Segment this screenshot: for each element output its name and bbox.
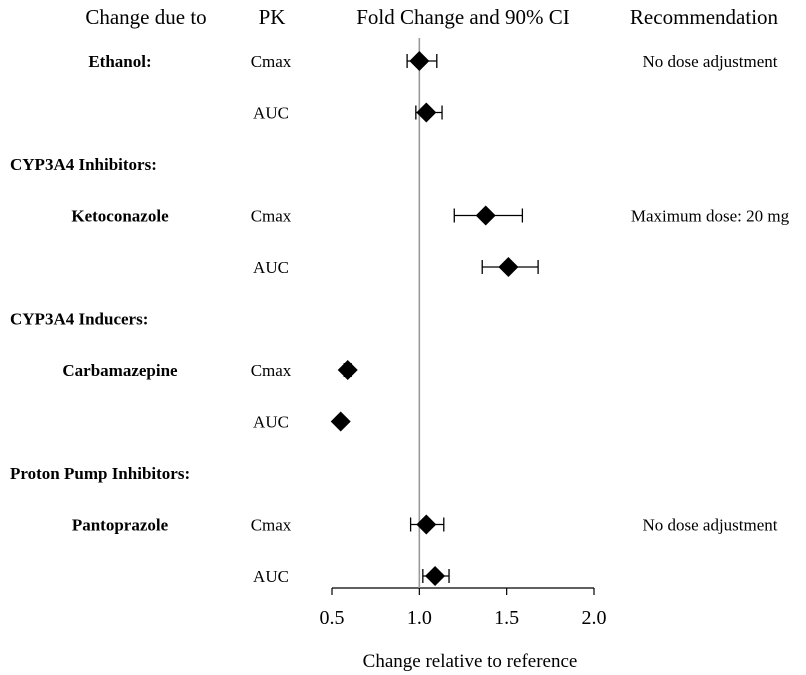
- row-labels: Ethanol: Cmax No dose adjustment AUC CYP3A4 …: [10, 52, 790, 586]
- x-tick-label: 2.0: [582, 607, 607, 629]
- point-estimate: [475, 205, 496, 226]
- x-axis-label: Change relative to reference: [363, 651, 578, 672]
- pk-label: Cmax: [251, 516, 292, 535]
- pk-label: AUC: [253, 104, 289, 123]
- recommendation-label: No dose adjustment: [642, 516, 777, 535]
- drug-label: Pantoprazole: [72, 516, 169, 535]
- x-tick-label: 0.5: [320, 607, 345, 629]
- header-fold-change: Fold Change and 90% CI: [356, 5, 569, 29]
- point-estimate: [416, 514, 437, 535]
- point-estimate: [337, 360, 358, 380]
- recommendation-label: Maximum dose: 20 mg: [631, 207, 790, 226]
- point-estimate: [330, 411, 351, 432]
- point-estimate: [425, 566, 446, 586]
- group-header: Proton Pump Inhibitors:: [10, 464, 190, 483]
- point-estimate: [416, 102, 437, 123]
- header-change-due-to: Change due to: [85, 5, 206, 29]
- pk-label: AUC: [253, 413, 289, 432]
- plot-area: 0.5 1.0 1.5 2.0: [320, 38, 607, 629]
- drug-label: Ethanol:: [88, 52, 151, 71]
- group-header: CYP3A4 Inhibitors:: [10, 155, 157, 174]
- pk-label: Cmax: [251, 207, 292, 226]
- pk-label: Cmax: [251, 52, 292, 71]
- drug-label: Carbamazepine: [62, 361, 178, 380]
- point-estimate: [409, 51, 430, 71]
- x-tick-label: 1.0: [407, 607, 432, 629]
- pk-label: AUC: [253, 258, 289, 277]
- x-tick-label: 1.5: [494, 607, 519, 629]
- point-estimate: [498, 257, 519, 277]
- pk-label: Cmax: [251, 361, 292, 380]
- pk-label: AUC: [253, 567, 289, 586]
- drug-label: Ketoconazole: [71, 207, 169, 226]
- group-header: CYP3A4 Inducers:: [10, 310, 148, 329]
- recommendation-label: No dose adjustment: [642, 52, 777, 71]
- header-pk: PK: [259, 5, 286, 29]
- header-recommendation: Recommendation: [630, 5, 779, 29]
